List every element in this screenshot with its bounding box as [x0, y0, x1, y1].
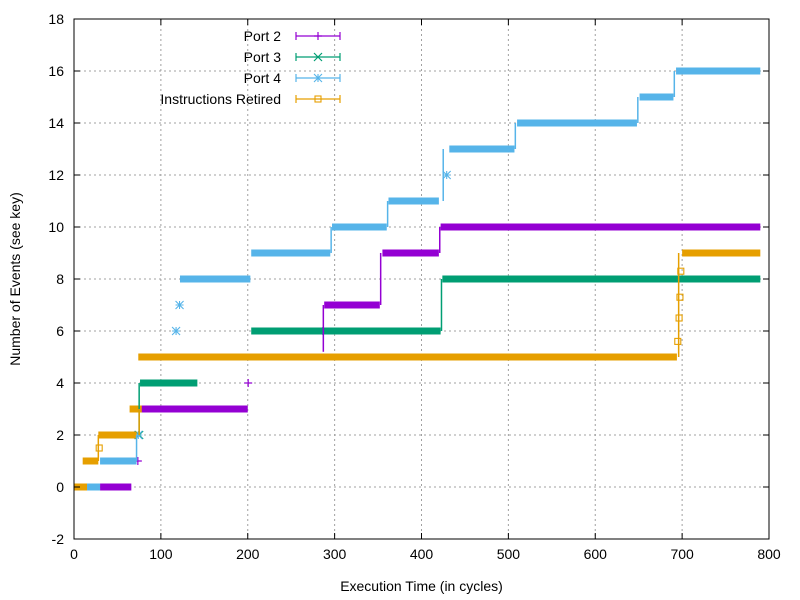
- series-step: [251, 327, 441, 335]
- y-tick-label: 16: [48, 63, 64, 79]
- series-step: [388, 197, 439, 205]
- series-layer: [74, 67, 761, 491]
- x-tick-label: 400: [410, 546, 434, 562]
- series-step: [179, 275, 251, 283]
- x-tick-label: 700: [670, 546, 694, 562]
- series-step: [140, 379, 198, 387]
- legend-label-3: Instructions Retired: [160, 91, 281, 107]
- y-tick-label: 8: [56, 271, 64, 287]
- y-tick-label: -2: [52, 531, 65, 547]
- series-step: [74, 483, 88, 491]
- axes: 0 100 200 300 400 500 600 700 800 -2 0 2 4 6 8 10 12 14 16…: [48, 11, 780, 562]
- series-step: [87, 483, 101, 491]
- legend-marker-1: [313, 52, 323, 62]
- series-step: [442, 275, 761, 283]
- x-tick-label: 100: [149, 546, 173, 562]
- y-tick-label: 10: [48, 219, 64, 235]
- y-tick-label: 18: [48, 11, 64, 27]
- legend-label-1: Port 3: [244, 49, 282, 65]
- legend-marker-2: [313, 73, 323, 83]
- x-tick-label: 300: [323, 546, 347, 562]
- legend-marker-3: [314, 95, 322, 103]
- series-step: [324, 301, 380, 309]
- x-tick-label: 500: [497, 546, 521, 562]
- legend-marker-0: [314, 32, 322, 40]
- x-axis-label: Execution Time (in cycles): [340, 578, 503, 594]
- y-tick-label: 4: [56, 375, 64, 391]
- y-tick-label: 6: [56, 323, 64, 339]
- series-2: [87, 67, 761, 491]
- series-step: [100, 483, 132, 491]
- legend-label-2: Port 4: [244, 70, 282, 86]
- series-step: [676, 67, 761, 75]
- x-tick-label: 0: [70, 546, 78, 562]
- series-step: [449, 145, 515, 153]
- series-point: [133, 430, 143, 440]
- x-tick-label: 600: [584, 546, 608, 562]
- series-point: [95, 444, 103, 452]
- x-tick-label: 800: [757, 546, 781, 562]
- series-point: [674, 337, 682, 345]
- series-step: [140, 405, 248, 413]
- series-step: [138, 353, 677, 361]
- legend-label-0: Port 2: [244, 28, 282, 44]
- series-point: [244, 379, 253, 387]
- y-tick-label: 0: [56, 479, 64, 495]
- series-step: [98, 431, 137, 439]
- series-point: [171, 326, 181, 336]
- series-step: [382, 249, 439, 257]
- y-tick-label: 12: [48, 167, 64, 183]
- y-tick-label: 2: [56, 427, 64, 443]
- x-tick-label: 200: [236, 546, 260, 562]
- series-point: [676, 293, 684, 301]
- y-axis-label: Number of Events (see key): [7, 192, 23, 366]
- series-step: [129, 405, 142, 413]
- series-step: [332, 223, 387, 231]
- legend: Port 2 Port 3 Port 4 Instructions Retired: [160, 28, 341, 107]
- series-step: [682, 249, 761, 257]
- series-point: [442, 170, 452, 180]
- series-step: [251, 249, 331, 257]
- series-step: [100, 457, 137, 465]
- series-step: [517, 119, 637, 127]
- series-3: [74, 249, 761, 491]
- step-connectors: [97, 71, 680, 461]
- series-point: [175, 300, 184, 310]
- series-point: [677, 267, 685, 275]
- y-tick-label: 14: [48, 115, 64, 131]
- series-step: [440, 223, 761, 231]
- series-step: [82, 457, 99, 465]
- series-step: [639, 93, 674, 101]
